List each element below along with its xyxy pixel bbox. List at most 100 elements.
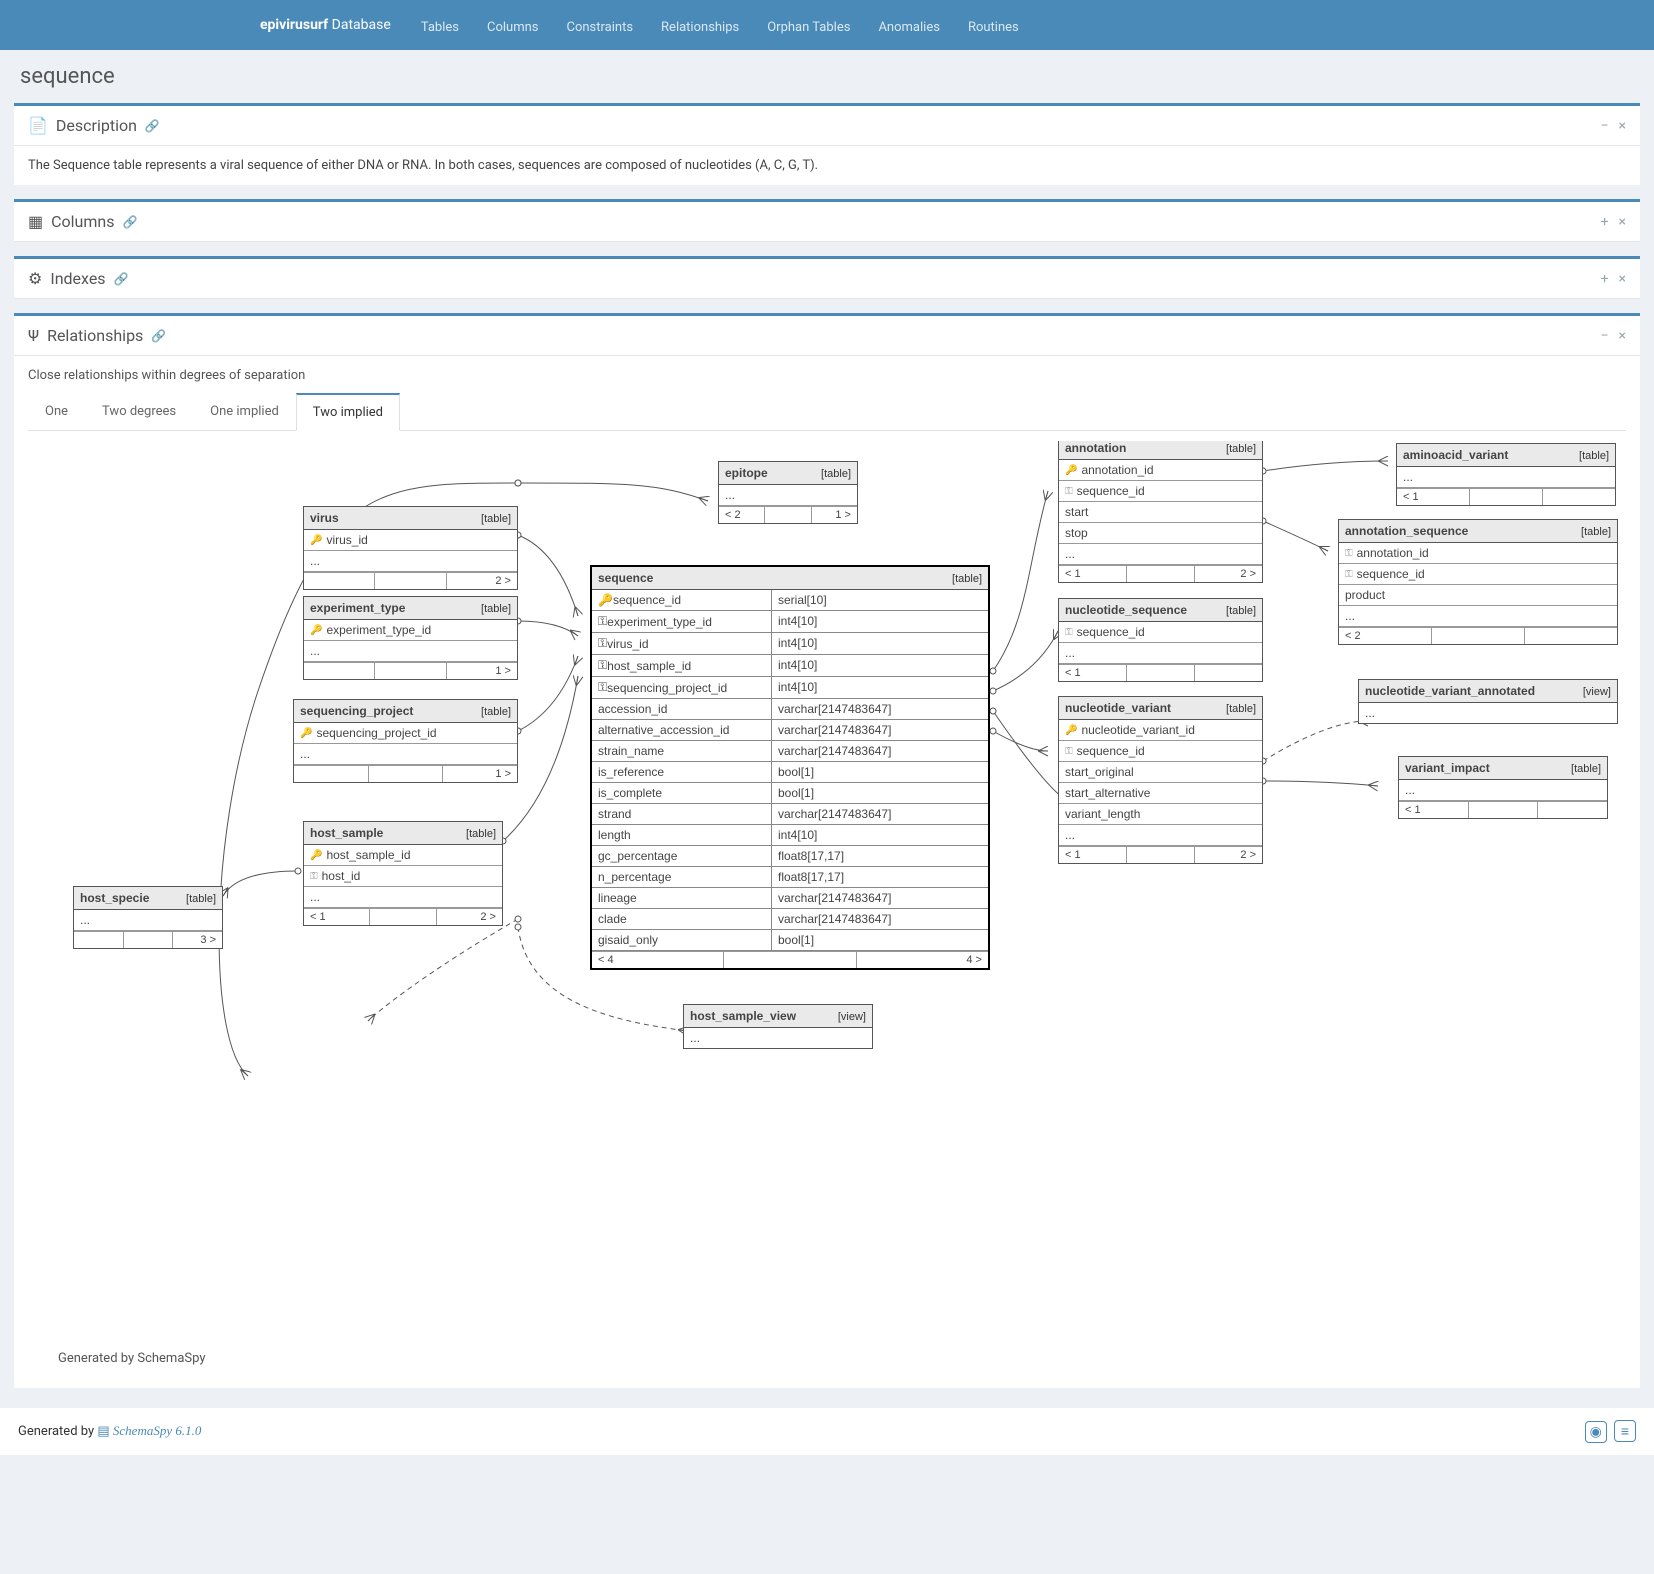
nav-link-relationships[interactable]: Relationships (661, 20, 739, 35)
table-name: host_sample_view (690, 1009, 796, 1023)
close-icon[interactable]: × (1619, 214, 1626, 230)
primary-key-icon: 🔑 (310, 850, 322, 861)
nav-link-anomalies[interactable]: Anomalies (878, 20, 939, 35)
table-name: sequencing_project (300, 704, 413, 718)
schemaspy-logo-icon: ▤ (97, 1424, 109, 1439)
anchor-icon[interactable]: 🔗 (114, 272, 129, 286)
expand-icon[interactable]: + (1601, 214, 1609, 230)
table-row: accession_idvarchar[2147483647] (592, 699, 988, 720)
table-sequence[interactable]: sequence[table]🔑sequence_idserial[10]⚿ex… (590, 565, 990, 970)
table-name: nucleotide_variant (1065, 701, 1171, 715)
table-row: ... (304, 551, 517, 572)
table-name: host_specie (80, 891, 149, 905)
table-type: [table] (821, 468, 851, 480)
table-row: ... (1059, 643, 1262, 664)
table-aminoacid_variant[interactable]: aminoacid_variant[table]...< 1 (1396, 443, 1616, 506)
nav-link-orphan-tables[interactable]: Orphan Tables (767, 20, 850, 35)
tab-one-implied[interactable]: One implied (193, 393, 296, 430)
table-footer: 1 > (304, 662, 517, 679)
tab-two-degrees[interactable]: Two degrees (85, 393, 193, 430)
table-type: [table] (1226, 443, 1256, 455)
table-row: strain_namevarchar[2147483647] (592, 741, 988, 762)
table-footer: 2 > (304, 572, 517, 589)
primary-key-icon: 🔑 (1065, 725, 1077, 736)
table-type: [table] (481, 603, 511, 615)
table-row: lineagevarchar[2147483647] (592, 888, 988, 909)
table-footer: < 12 > (304, 908, 502, 925)
nav-link-columns[interactable]: Columns (487, 20, 539, 35)
foreign-key-icon: ⚿ (598, 614, 607, 629)
expand-icon[interactable]: + (1601, 271, 1609, 287)
table-host_specie[interactable]: host_specie[table]...3 > (73, 886, 223, 949)
table-experiment_type[interactable]: experiment_type[table]🔑experiment_type_i… (303, 596, 518, 680)
table-nucleotide_variant[interactable]: nucleotide_variant [table] 🔑nucleotide_var… (1058, 696, 1263, 864)
foreign-key-icon: ⚿ (1065, 627, 1073, 638)
nav-link-tables[interactable]: Tables (421, 20, 459, 35)
table-host_sample_view[interactable]: host_sample_view[view]... (683, 1004, 873, 1049)
table-type: [table] (1226, 703, 1256, 715)
table-name: variant_impact (1405, 761, 1490, 775)
close-icon[interactable]: × (1619, 118, 1626, 134)
close-icon[interactable]: × (1619, 271, 1626, 287)
table-row: ... (304, 641, 517, 662)
tab-two-implied[interactable]: Two implied (296, 393, 400, 431)
nav-link-constraints[interactable]: Constraints (567, 20, 634, 35)
github-icon[interactable]: ◉ (1585, 1421, 1607, 1443)
tabs: OneTwo degreesOne impliedTwo implied (28, 393, 1626, 431)
table-name: nucleotide_variant_annotated (1365, 684, 1535, 698)
table-row: product (1339, 585, 1617, 606)
foreign-key-icon: ⚿ (598, 658, 607, 673)
table-row: variant_length (1059, 804, 1262, 825)
table-virus[interactable]: virus[table]🔑virus_id...2 > (303, 506, 518, 590)
collapse-icon[interactable]: − (1601, 328, 1609, 344)
table-row: ⚿host_sample_idint4[10] (592, 655, 988, 677)
panel-title-text: Columns (51, 212, 114, 231)
table-row: ... (684, 1028, 872, 1048)
table-row: ⚿experiment_type_idint4[10] (592, 611, 988, 633)
description-body: The Sequence table represents a viral se… (14, 146, 1640, 185)
table-nucleotide_sequence[interactable]: nucleotide_sequence[table]⚿sequence_id..… (1058, 598, 1263, 682)
indexes-icon: ⚙ (28, 269, 42, 288)
table-row: gisaid_onlybool[1] (592, 930, 988, 951)
table-row: ⚿sequence_id (1059, 741, 1262, 762)
table-row: ⚿sequence_id (1059, 481, 1262, 502)
close-icon[interactable]: × (1619, 328, 1626, 344)
table-row: cladevarchar[2147483647] (592, 909, 988, 930)
table-name: host_sample (310, 826, 383, 840)
stackoverflow-icon[interactable]: ≡ (1614, 1420, 1636, 1442)
table-annotation[interactable]: annotation[table]🔑annotation_id⚿sequence… (1058, 441, 1263, 583)
nav-link-routines[interactable]: Routines (968, 20, 1019, 35)
table-variant_impact[interactable]: variant_impact[table]...< 1 (1398, 756, 1608, 819)
collapse-icon[interactable]: − (1601, 118, 1609, 134)
table-name: annotation_sequence (1345, 524, 1468, 538)
table-sequencing_project[interactable]: sequencing_project [table] 🔑sequencing_pro… (293, 699, 518, 783)
anchor-icon[interactable]: 🔗 (123, 215, 138, 229)
table-row: 🔑virus_id (304, 530, 517, 551)
table-row: ... (304, 887, 502, 908)
panel-relationships: ΨRelationships🔗 −× Close relationships w… (14, 313, 1640, 1388)
table-type: [table] (481, 706, 511, 718)
table-annotation_sequence[interactable]: annotation_sequence[table]⚿annotation_id… (1338, 519, 1618, 645)
anchor-icon[interactable]: 🔗 (145, 119, 160, 133)
footer-gen-label: Generated by (18, 1424, 94, 1439)
table-row: ... (1397, 467, 1615, 488)
brand[interactable]: epivirusurf Database (260, 17, 391, 33)
columns-icon: ▦ (28, 212, 43, 231)
table-footer: < 2 (1339, 627, 1617, 644)
schemaspy-link[interactable]: SchemaSpy 6.1.0 (113, 1423, 201, 1438)
table-epitope[interactable]: epitope[table]...< 21 > (718, 461, 858, 524)
foreign-key-icon: ⚿ (1065, 486, 1073, 497)
table-row: 🔑nucleotide_variant_id (1059, 720, 1262, 741)
table-name: sequence (598, 571, 653, 585)
foreign-key-icon: ⚿ (598, 636, 607, 651)
table-row: 🔑sequencing_project_id (294, 723, 517, 744)
table-row: stop (1059, 523, 1262, 544)
table-nucleotide_variant_annotated[interactable]: nucleotide_variant_annotated[view]... (1358, 679, 1618, 724)
relationships-icon: Ψ (28, 326, 39, 345)
table-row: ... (74, 910, 222, 931)
tab-one[interactable]: One (28, 393, 85, 430)
page-footer: Generated by ▤ SchemaSpy 6.1.0 ◉ ≡ (0, 1408, 1654, 1455)
foreign-key-icon: ⚿ (310, 871, 318, 882)
anchor-icon[interactable]: 🔗 (151, 329, 166, 343)
table-host_sample[interactable]: host_sample[table]🔑host_sample_id⚿host_i… (303, 821, 503, 926)
